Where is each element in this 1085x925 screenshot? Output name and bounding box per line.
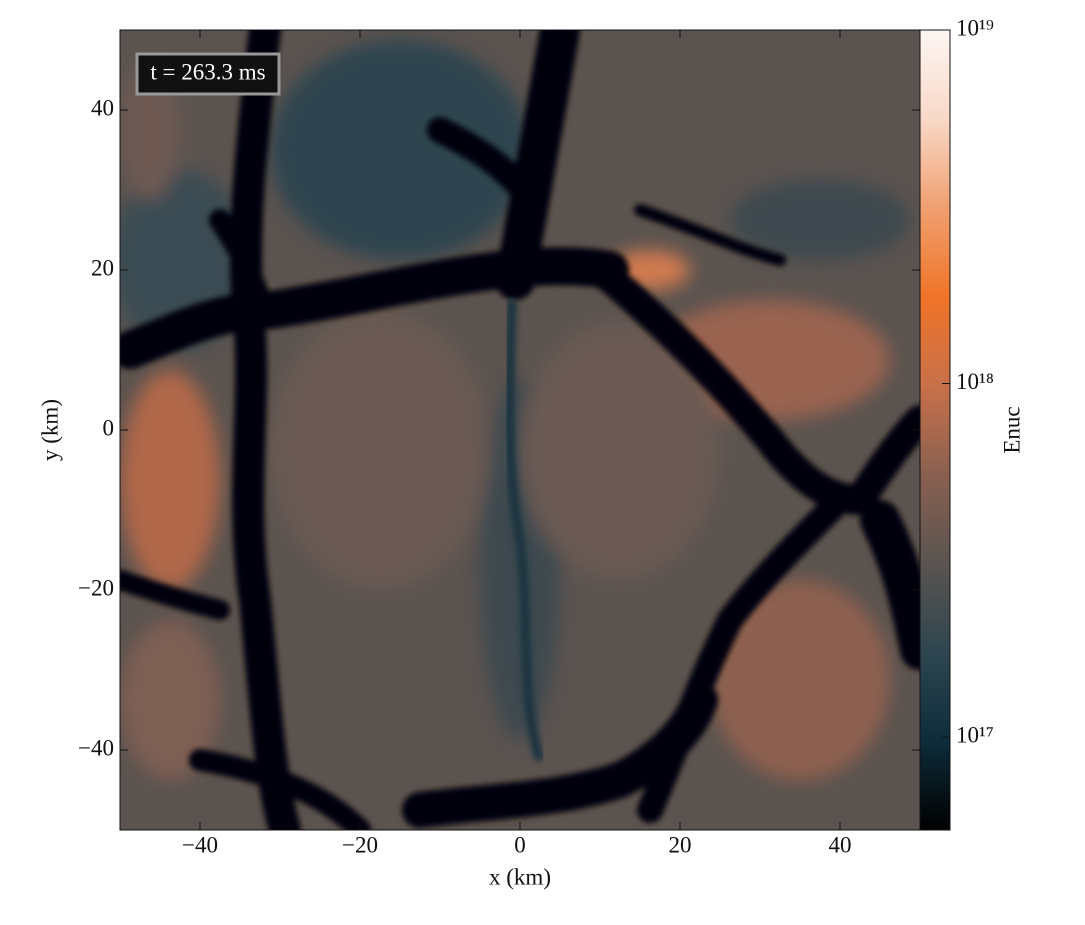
- y-axis-label: y (km): [37, 399, 62, 461]
- colorbar: [919, 29, 951, 831]
- y-tick-label: 0: [103, 415, 115, 440]
- y-tick-label: 20: [91, 255, 114, 280]
- x-tick-label: 40: [829, 832, 852, 857]
- colorbar-tick-label: 10¹⁹: [956, 15, 994, 40]
- x-tick-label: 0: [514, 832, 526, 857]
- x-tick-label: −40: [182, 832, 218, 857]
- heatmap-field: [120, 30, 920, 830]
- y-tick-label: −20: [78, 575, 114, 600]
- x-tick-label: −20: [342, 832, 378, 857]
- x-tick-label: 20: [669, 832, 692, 857]
- y-tick-label: 40: [91, 95, 114, 120]
- x-axis-label: x (km): [489, 864, 551, 889]
- colorbar-tick-label: 10¹⁸: [956, 369, 994, 394]
- annotation-box: [135, 52, 281, 96]
- colorbar-tick-label: 10¹⁷: [956, 722, 994, 747]
- colorbar-label: Enuc: [999, 406, 1024, 453]
- y-tick-label: −40: [78, 735, 114, 760]
- annotation: t = 263.3 ms: [150, 59, 265, 84]
